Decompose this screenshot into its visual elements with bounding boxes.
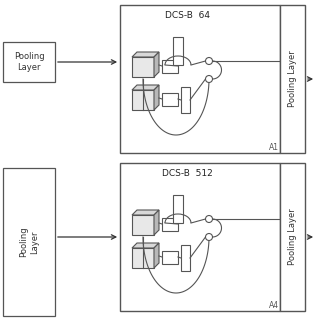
Bar [280, 163, 305, 311]
Bar [280, 5, 305, 153]
Polygon shape [154, 210, 159, 235]
Circle shape [205, 76, 212, 83]
Bar [132, 90, 154, 110]
Circle shape [205, 234, 212, 241]
Bar [173, 195, 183, 223]
Bar [181, 245, 190, 271]
Text: Pooling
Layer: Pooling Layer [19, 227, 39, 257]
Text: DCS-B  512: DCS-B 512 [162, 169, 212, 178]
Bar [120, 5, 280, 153]
Bar [132, 215, 154, 235]
Bar [162, 218, 178, 231]
Text: DCS-B  64: DCS-B 64 [165, 11, 210, 20]
Bar [162, 93, 178, 106]
Polygon shape [154, 243, 159, 268]
Text: A1: A1 [269, 142, 279, 151]
Bar [132, 57, 154, 77]
Polygon shape [154, 85, 159, 110]
Polygon shape [132, 243, 159, 248]
Bar [162, 251, 178, 264]
Polygon shape [154, 52, 159, 77]
Bar [162, 60, 178, 73]
Text: Pooling Layer: Pooling Layer [288, 51, 297, 108]
Bar [120, 163, 280, 311]
Circle shape [205, 215, 212, 222]
Circle shape [205, 58, 212, 65]
Text: Pooling Layer: Pooling Layer [288, 209, 297, 265]
Polygon shape [132, 210, 159, 215]
Bar [181, 87, 190, 113]
Polygon shape [132, 52, 159, 57]
Bar [132, 248, 154, 268]
Text: A4: A4 [269, 300, 279, 309]
Bar [3, 42, 55, 82]
Text: Pooling
Layer: Pooling Layer [14, 52, 44, 72]
Polygon shape [132, 85, 159, 90]
Bar [3, 168, 55, 316]
Bar [173, 37, 183, 65]
